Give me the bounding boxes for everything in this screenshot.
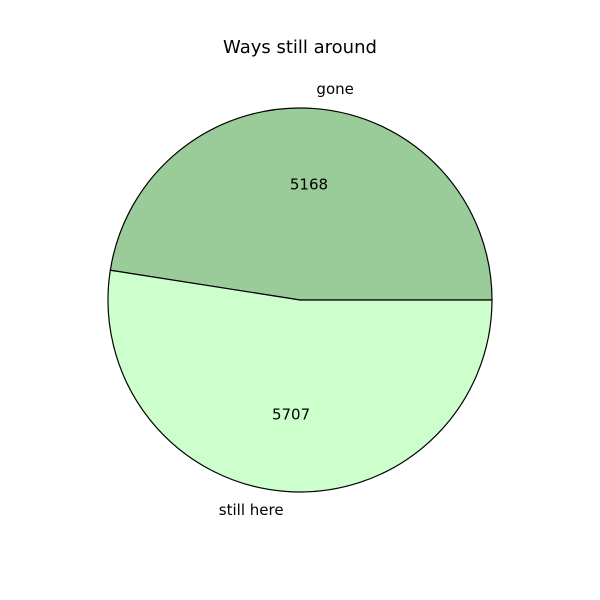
- slice-value-still-here: 5707: [272, 405, 310, 423]
- pie-slice-still-here: [107, 269, 493, 493]
- slice-value-gone: 5168: [290, 176, 328, 194]
- pie-labels: gone 5168 still here 5707: [219, 80, 354, 519]
- pie-slices: [107, 107, 493, 493]
- chart-title: Ways still around: [223, 37, 377, 58]
- slice-label-gone: gone: [316, 80, 353, 98]
- slice-label-still-here: still here: [219, 501, 284, 519]
- pie-slice-gone: [109, 107, 493, 301]
